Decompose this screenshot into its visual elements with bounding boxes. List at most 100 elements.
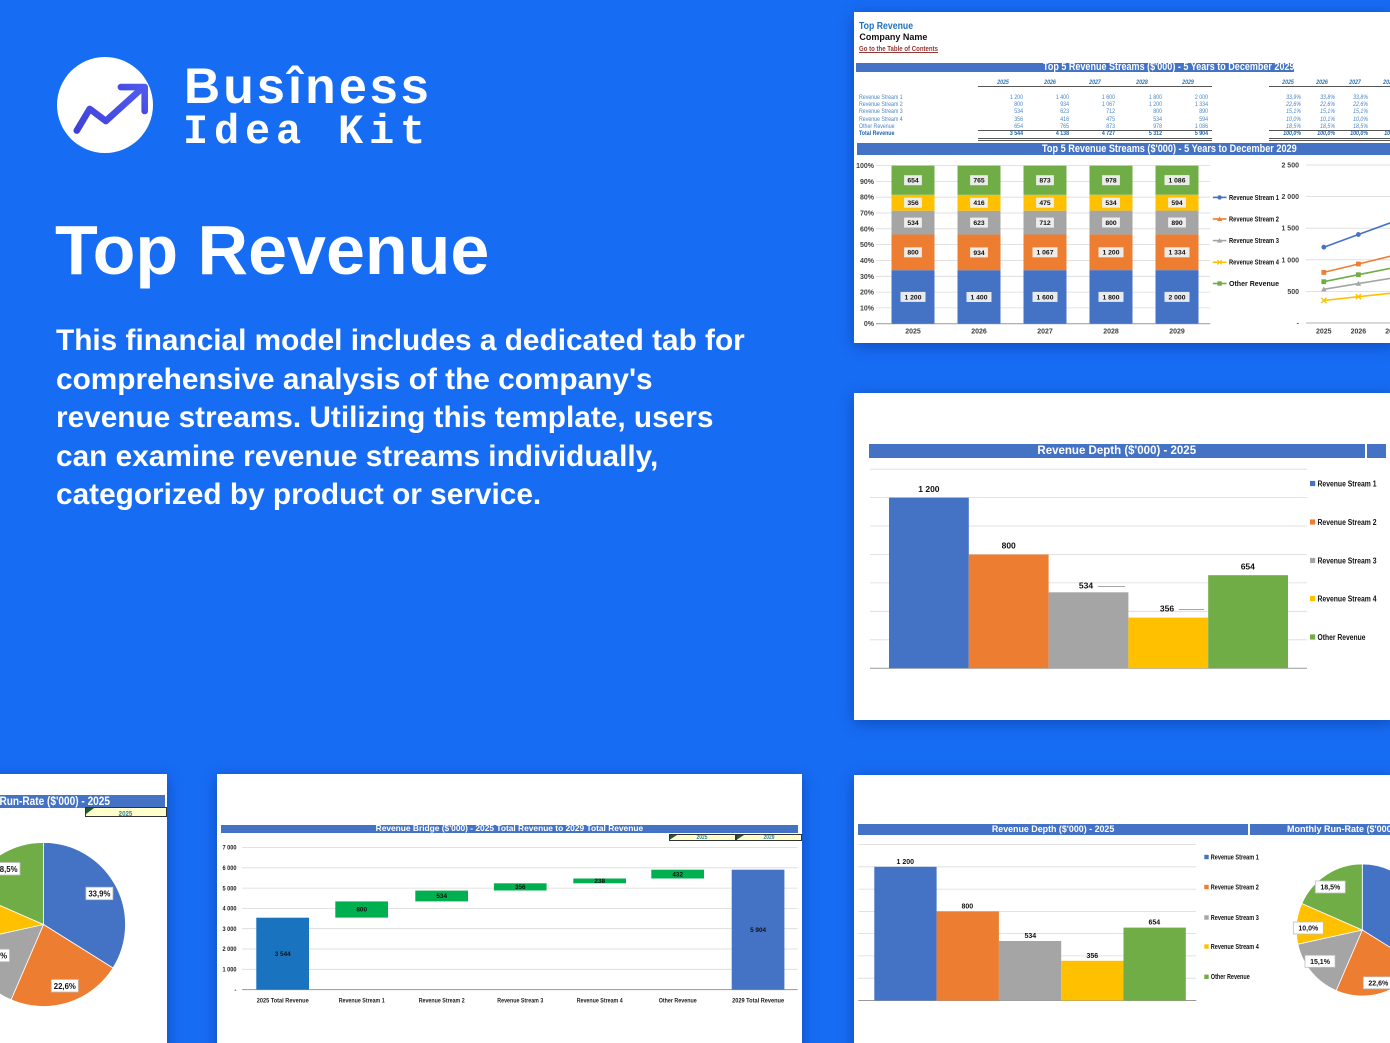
svg-text:594: 594 <box>1171 200 1183 207</box>
svg-text:534: 534 <box>437 893 448 900</box>
svg-text:30%: 30% <box>860 274 875 281</box>
svg-text:Revenue Stream 3: Revenue Stream 3 <box>1229 238 1279 245</box>
svg-text:500: 500 <box>1287 289 1299 296</box>
svg-text:2 500: 2 500 <box>1281 163 1299 170</box>
svg-text:623: 623 <box>973 220 985 227</box>
svg-text:238: 238 <box>595 878 606 885</box>
svg-text:10%: 10% <box>860 305 875 312</box>
svg-text:978: 978 <box>1105 178 1117 185</box>
svg-text:534: 534 <box>1024 933 1036 940</box>
svg-text:534: 534 <box>1105 200 1117 207</box>
svg-text:1 400: 1 400 <box>970 294 987 301</box>
svg-text:2025: 2025 <box>1316 329 1332 336</box>
svg-text:765: 765 <box>973 178 985 185</box>
svg-text:654: 654 <box>907 178 919 185</box>
svg-text:Revenue Stream 2: Revenue Stream 2 <box>1229 217 1279 224</box>
svg-text:654: 654 <box>1148 920 1160 927</box>
svg-text:Other Revenue: Other Revenue <box>659 998 697 1005</box>
svg-text:1 086: 1 086 <box>1168 178 1185 185</box>
svg-text:Revenue Stream 3: Revenue Stream 3 <box>498 998 544 1005</box>
svg-text:Revenue Stream 1: Revenue Stream 1 <box>1229 195 1279 202</box>
svg-text:800: 800 <box>357 907 368 914</box>
svg-text:475: 475 <box>1039 200 1051 207</box>
svg-text:2 000: 2 000 <box>1168 294 1185 301</box>
svg-text:356: 356 <box>1086 953 1098 960</box>
svg-text:2029: 2029 <box>1169 329 1185 336</box>
svg-text:2025 Total Revenue: 2025 Total Revenue <box>257 998 309 1005</box>
svg-text:3 000: 3 000 <box>223 926 238 933</box>
svg-text:15,1%: 15,1% <box>1310 959 1331 966</box>
svg-text:2 000: 2 000 <box>1281 194 1299 201</box>
svg-text:Revenue Stream 1: Revenue Stream 1 <box>339 998 385 1005</box>
svg-text:50%: 50% <box>860 242 875 249</box>
svg-text:2027: 2027 <box>1037 329 1053 336</box>
svg-text:356: 356 <box>515 884 526 891</box>
svg-text:Revenue Stream 3: Revenue Stream 3 <box>1210 915 1258 922</box>
svg-text:432: 432 <box>673 871 684 878</box>
svg-text:Revenue Stream 1: Revenue Stream 1 <box>1210 854 1258 861</box>
svg-text:10,0%: 10,0% <box>1298 926 1319 933</box>
svg-text:0%: 0% <box>864 321 875 328</box>
svg-text:22,6%: 22,6% <box>54 982 76 991</box>
svg-text:2029 Total Revenue: 2029 Total Revenue <box>732 998 784 1005</box>
svg-text:2026: 2026 <box>971 329 987 336</box>
svg-text:Revenue Stream 4: Revenue Stream 4 <box>577 998 623 1005</box>
svg-text:712: 712 <box>1039 220 1051 227</box>
svg-text:22,6%: 22,6% <box>1368 980 1389 987</box>
svg-text:654: 654 <box>1241 562 1255 572</box>
svg-text:800: 800 <box>1105 220 1117 227</box>
svg-text:Revenue Stream 4: Revenue Stream 4 <box>1229 260 1279 267</box>
svg-text:534: 534 <box>1079 581 1093 591</box>
svg-text:Other Revenue: Other Revenue <box>1229 281 1279 288</box>
svg-text:1 067: 1 067 <box>1036 250 1053 257</box>
svg-text:2 000: 2 000 <box>223 946 238 953</box>
svg-text:534: 534 <box>907 220 919 227</box>
svg-text:20%: 20% <box>860 290 875 297</box>
svg-text:4 000: 4 000 <box>223 906 238 913</box>
svg-text:2026: 2026 <box>1351 329 1367 336</box>
svg-text:5 000: 5 000 <box>223 885 238 892</box>
svg-text:90%: 90% <box>860 179 875 186</box>
svg-text:800: 800 <box>907 250 919 257</box>
svg-text:2025: 2025 <box>905 329 921 336</box>
svg-text:100%: 100% <box>856 163 875 170</box>
svg-text:5 904: 5 904 <box>750 927 766 934</box>
svg-text:60%: 60% <box>860 226 875 233</box>
svg-text:3 544: 3 544 <box>275 951 291 958</box>
svg-text:Other Revenue: Other Revenue <box>1210 974 1249 981</box>
svg-text:1 000: 1 000 <box>223 967 238 974</box>
svg-text:-: - <box>235 987 237 994</box>
svg-text:1 800: 1 800 <box>1102 294 1119 301</box>
svg-text:2028: 2028 <box>1103 329 1119 336</box>
svg-text:-: - <box>1297 321 1300 328</box>
svg-text:356: 356 <box>1160 604 1174 614</box>
svg-text:416: 416 <box>973 200 985 207</box>
svg-text:1 600: 1 600 <box>1036 294 1053 301</box>
svg-text:Revenue Stream 1: Revenue Stream 1 <box>1318 479 1377 488</box>
svg-text:873: 873 <box>1039 178 1051 185</box>
svg-text:2027: 2027 <box>1385 329 1390 336</box>
svg-text:934: 934 <box>973 250 985 257</box>
svg-text:356: 356 <box>907 200 919 207</box>
svg-text:Other Revenue: Other Revenue <box>1318 633 1366 642</box>
svg-text:800: 800 <box>1002 541 1016 551</box>
svg-text:80%: 80% <box>860 195 875 202</box>
svg-text:15,1%: 15,1% <box>0 952 7 961</box>
svg-text:Revenue Stream 2: Revenue Stream 2 <box>1318 518 1377 527</box>
svg-text:Revenue Stream 2: Revenue Stream 2 <box>1210 884 1258 891</box>
svg-text:33,9%: 33,9% <box>88 890 110 899</box>
svg-text:Revenue Stream 3: Revenue Stream 3 <box>1318 556 1377 565</box>
svg-text:1 200: 1 200 <box>1102 250 1119 257</box>
svg-text:7 000: 7 000 <box>223 845 238 852</box>
svg-text:Revenue Stream 2: Revenue Stream 2 <box>419 998 465 1005</box>
svg-text:1 000: 1 000 <box>1281 257 1299 264</box>
svg-text:800: 800 <box>961 903 973 910</box>
svg-text:890: 890 <box>1171 220 1183 227</box>
svg-text:18,5%: 18,5% <box>0 865 18 874</box>
svg-text:1 334: 1 334 <box>1168 250 1185 257</box>
svg-text:70%: 70% <box>860 211 875 218</box>
svg-text:1 200: 1 200 <box>918 484 940 494</box>
svg-text:1 500: 1 500 <box>1281 226 1299 233</box>
svg-text:1 200: 1 200 <box>904 294 921 301</box>
svg-text:Revenue Stream 4: Revenue Stream 4 <box>1318 594 1377 603</box>
